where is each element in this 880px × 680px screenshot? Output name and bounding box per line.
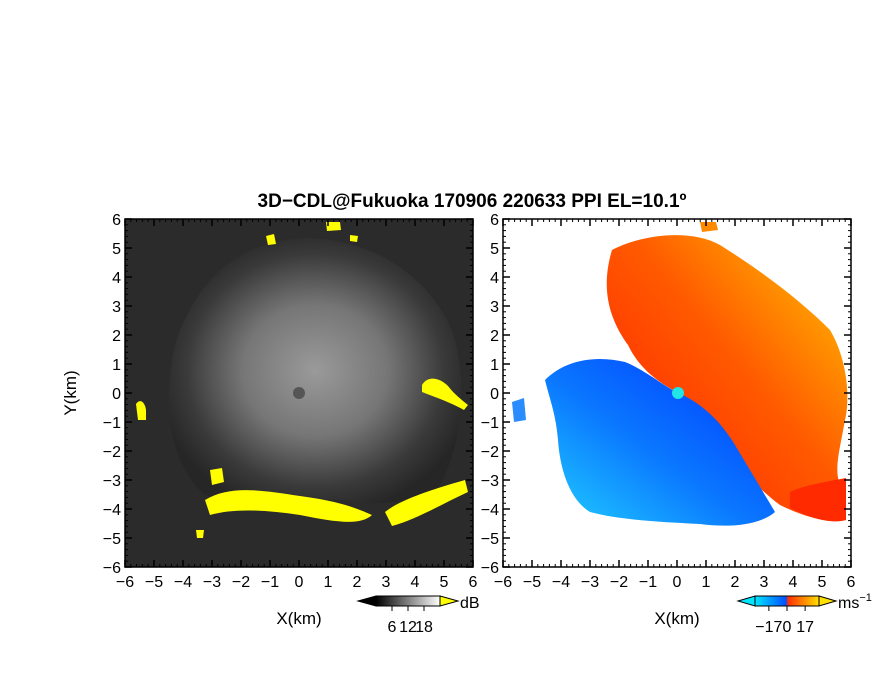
- velocity-northern-cluster: [700, 222, 718, 232]
- left-y-tick-label: 6: [112, 212, 121, 229]
- left-y-tick-label: 3: [112, 299, 121, 316]
- reflectivity-colorbar-right-arrow: [439, 595, 460, 607]
- velocity-colorbar: ms−1 −17 0 17: [736, 592, 872, 636]
- left-x-tick-label: 4: [411, 574, 420, 591]
- left-x-tick-label: 1: [324, 574, 333, 591]
- left-x-tick-label: 0: [295, 574, 304, 591]
- right-y-tick-label: 3: [490, 299, 499, 316]
- left-y-tick-label: −4: [103, 502, 121, 519]
- reflectivity-echo-field: [168, 238, 462, 503]
- right-x-tick-label: 5: [818, 574, 827, 591]
- left-x-tick-label: −6: [116, 574, 134, 591]
- left-x-tick-label: 6: [469, 574, 478, 591]
- left-x-tick-label: −5: [145, 574, 163, 591]
- velocity-colorbar-bar: [754, 595, 820, 607]
- right-x-tick-label: 2: [731, 574, 740, 591]
- right-y-tick-label: −4: [481, 502, 499, 519]
- velocity-colorbar-ticks: −17 0 17: [755, 606, 814, 636]
- right-x-tick-label: −3: [581, 574, 599, 591]
- velocity-colorbar-unit-exponent: −1: [859, 592, 872, 604]
- right-y-tick-label: 1: [490, 357, 499, 374]
- left-y-tick-label: −5: [103, 531, 121, 548]
- velocity-panel: [503, 219, 851, 567]
- left-x-axis-title: X(km): [276, 609, 321, 628]
- right-x-tick-label: −1: [639, 574, 657, 591]
- velocity-colorbar-right-arrow: [818, 595, 838, 607]
- y-axis-title: Y(km): [61, 370, 80, 415]
- right-x-tick-label: −5: [523, 574, 541, 591]
- right-x-tick-label: 3: [760, 574, 769, 591]
- reflectivity-colorbar-unit: dB: [460, 595, 480, 612]
- reflectivity-site-marker: [293, 387, 305, 399]
- right-x-tick-label: −6: [494, 574, 512, 591]
- right-y-tick-label: −3: [481, 473, 499, 490]
- velocity-colorbar-tick-label: −17: [755, 619, 782, 636]
- right-x-tick-label: 4: [789, 574, 798, 591]
- figure-title: 3D−CDL@Fukuoka 170906 220633 PPI EL=10.1…: [258, 191, 687, 212]
- left-x-tick-label: −2: [232, 574, 250, 591]
- right-x-tick-label: −4: [552, 574, 570, 591]
- right-y-tick-label: −6: [481, 560, 499, 577]
- right-x-tick-label: 6: [847, 574, 856, 591]
- velocity-colorbar-unit-base: ms: [838, 595, 859, 612]
- left-y-tick-label: 5: [112, 241, 121, 258]
- velocity-colorbar-unit: ms−1: [838, 592, 872, 612]
- reflectivity-panel: [125, 219, 473, 567]
- velocity-outlier-west: [512, 398, 526, 422]
- left-y-tick-label: 4: [112, 270, 121, 287]
- left-y-tick-label: 2: [112, 328, 121, 345]
- right-x-tick-label: 0: [673, 574, 682, 591]
- right-y-tick-label: 4: [490, 270, 499, 287]
- radar-site-marker: [672, 387, 684, 399]
- reflectivity-colorbar-tick-label: 18: [415, 619, 433, 636]
- left-x-tick-label: 3: [382, 574, 391, 591]
- right-y-tick-label: −5: [481, 531, 499, 548]
- velocity-colorbar-tick-label: 17: [796, 619, 814, 636]
- left-x-tick-label: 2: [353, 574, 362, 591]
- right-y-tick-label: −2: [481, 444, 499, 461]
- right-y-tick-label: −1: [481, 415, 499, 432]
- axes-group: −6 −5 −4 −3 −2 −1 0 1 2 3 4 5 6−6−5−4−3−2−10123456−6…: [103, 212, 856, 591]
- velocity-negative-region: [545, 359, 775, 526]
- velocity-colorbar-tick-label: 0: [783, 619, 792, 636]
- reflectivity-colorbar-left-arrow: [356, 595, 377, 607]
- right-y-tick-label: 6: [490, 212, 499, 229]
- left-y-tick-label: 0: [112, 386, 121, 403]
- left-y-tick-label: −2: [103, 444, 121, 461]
- right-y-tick-label: 2: [490, 328, 499, 345]
- left-y-tick-label: −3: [103, 473, 121, 490]
- left-y-tick-label: −1: [103, 415, 121, 432]
- reflectivity-colorbar-tick-label: 6: [388, 619, 397, 636]
- velocity-positive-region: [606, 235, 848, 522]
- reflectivity-highlight-regions: [136, 222, 468, 538]
- left-x-tick-label: −1: [261, 574, 279, 591]
- right-x-tick-label: −2: [610, 574, 628, 591]
- velocity-southeast-cluster: [790, 478, 846, 522]
- right-y-tick-label: 5: [490, 241, 499, 258]
- left-x-tick-label: −4: [174, 574, 192, 591]
- reflectivity-colorbar-tick-label: 12: [399, 619, 417, 636]
- right-x-axis-title: X(km): [654, 609, 699, 628]
- reflectivity-colorbar-bar: [375, 595, 441, 607]
- left-y-tick-label: −6: [103, 560, 121, 577]
- left-y-tick-label: 1: [112, 357, 121, 374]
- left-x-tick-label: 5: [440, 574, 449, 591]
- right-y-tick-label: 0: [490, 386, 499, 403]
- right-x-tick-label: 1: [702, 574, 711, 591]
- velocity-colorbar-left-arrow: [736, 595, 756, 607]
- left-x-tick-label: −3: [203, 574, 221, 591]
